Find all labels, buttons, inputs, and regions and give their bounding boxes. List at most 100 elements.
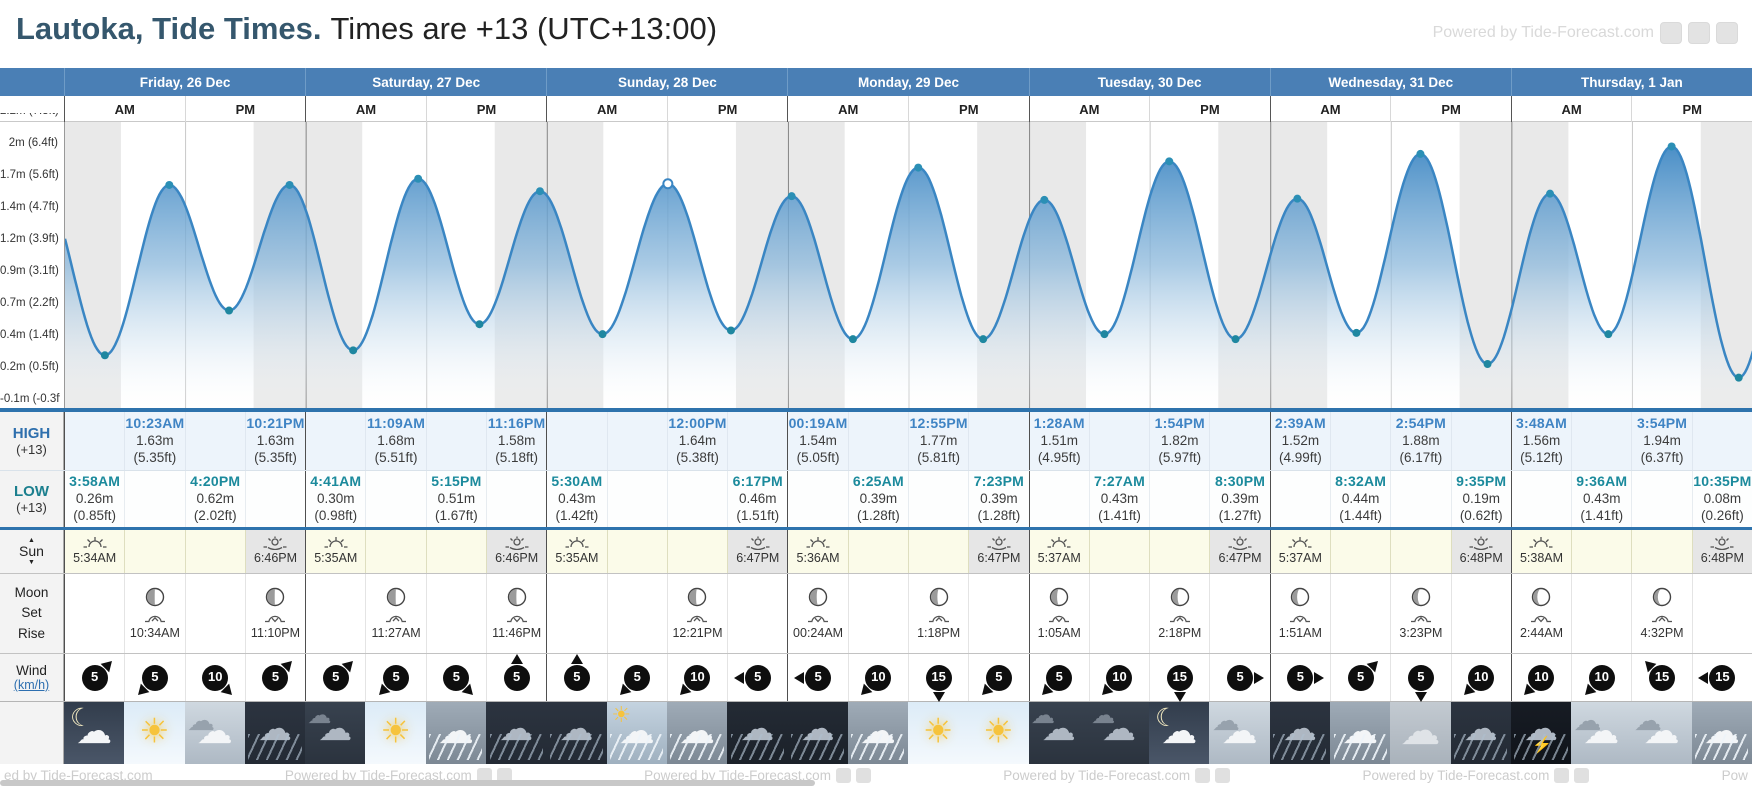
moon-phase-icon <box>928 586 950 608</box>
wind-direction-arrow <box>1254 671 1265 684</box>
low-tide-time: 4:41AM <box>310 473 362 490</box>
moonset-icon <box>1530 611 1552 623</box>
low-tide-cell <box>606 471 667 527</box>
moonrise-time: 2:18PM <box>1158 625 1202 640</box>
low-tide-height-ft: (1.28ft) <box>977 507 1021 523</box>
wind-unit-link[interactable]: (km/h) <box>13 678 50 692</box>
tide-marker-high <box>1546 189 1555 198</box>
powered-by-watermark: ed by Tide-Forecast.com <box>4 768 153 783</box>
moon-cell <box>305 574 365 653</box>
high-tide-height-m: 1.52m <box>1281 432 1320 448</box>
high-tide-cell: 2:39AM 1.52m (4.99ft) <box>1269 412 1330 470</box>
tide-marker-current <box>662 178 674 190</box>
wind-cell: 5 <box>64 654 124 701</box>
wind-direction-arrow <box>733 671 744 684</box>
axis-tick-label: 2m (6.4ft) <box>8 137 58 149</box>
sunset-icon <box>1710 536 1734 551</box>
axis-tick-label: 0.9m (3.1ft) <box>0 265 59 277</box>
moon-cell: 00:24AM <box>787 574 847 653</box>
cloud-dim-icon: ☁ <box>1101 710 1136 749</box>
wind-speed-badge: 5 <box>1287 664 1314 691</box>
wind-cell: 5 <box>244 654 305 701</box>
high-tide-height-m: 1.64m <box>678 432 717 448</box>
moon-cell: 1:18PM <box>908 574 968 653</box>
moon-phase-icon <box>1651 586 1673 608</box>
sunset-time: 6:46PM <box>253 551 298 566</box>
moon-cell: 2:18PM <box>1149 574 1209 653</box>
app-icon[interactable] <box>1716 22 1738 44</box>
weather-thumbnail-rain: ☁ <box>1691 702 1752 764</box>
moon-cell <box>727 574 787 653</box>
moonset-time: 2:44AM <box>1519 625 1564 640</box>
low-tide-cell <box>1269 471 1330 527</box>
moon-cell <box>425 574 486 653</box>
axis-tick-label: 1.7m (5.6ft) <box>0 169 59 181</box>
low-tide-height-m: 0.43m <box>1100 490 1139 506</box>
sunrise-time: 5:35AM <box>555 551 599 566</box>
tide-chart-svg <box>65 122 1752 410</box>
wind-row: Wind (km/h) 5 5 10 5 5 5 5 5 5 5 10 5 5 10 15 5 5 10 15 5 5 5… <box>0 653 1752 702</box>
high-tide-height-m: 1.56m <box>1522 432 1561 448</box>
wind-indicator: 5 <box>615 656 659 700</box>
weather-thumbnail-night-partly-cloudy: ☾ ☁ <box>1149 702 1210 764</box>
wind-direction-arrow <box>1698 671 1709 684</box>
share-icon[interactable] <box>1660 22 1682 44</box>
low-tide-cell: 6:25AM 0.39m (1.28ft) <box>847 471 908 527</box>
powered-by-header: Powered by Tide-Forecast.com <box>1433 22 1738 44</box>
ampm-label: AM <box>1028 96 1150 122</box>
horizontal-scrollbar-thumb[interactable] <box>0 780 815 786</box>
low-tide-cell: 7:27AM 0.43m (1.41ft) <box>1088 471 1149 527</box>
weather-thumbnail-night-cloudy: ☁ ☁ <box>305 702 366 764</box>
chart-bottom-divider <box>0 408 1752 412</box>
wind-direction-arrow <box>510 653 523 664</box>
high-tide-cell: 11:09AM 1.68m (5.51ft) <box>365 412 425 470</box>
sunset-arrow-icon: ▼ <box>28 559 35 567</box>
tide-marker-high <box>1165 157 1174 166</box>
wind-speed-badge: 5 <box>1347 664 1374 691</box>
moonset-icon <box>807 611 829 623</box>
tide-curve <box>65 145 1752 379</box>
watermark-badge-icon <box>1554 768 1570 783</box>
low-tide-row: LOW (+13) 3:58AM 0.26m (0.85ft) 4:20PM 0.62m… <box>0 470 1752 527</box>
moon-phase-icon <box>1289 586 1311 608</box>
high-tide-cell: 1:28AM 1.51m (4.95ft) <box>1028 412 1089 470</box>
high-row-label: HIGH (+13) <box>0 412 64 470</box>
cloud-dim-icon: ☁ <box>318 710 353 749</box>
moon-cell: 11:46PM <box>486 574 546 653</box>
low-tide-time: 5:30AM <box>551 473 603 490</box>
ampm-label: AM <box>787 96 908 122</box>
wind-speed-badge: 10 <box>865 664 892 691</box>
moonrise-time: 3:23PM <box>1399 625 1443 640</box>
weather-thumbnail-night-heavy-rain: ☁ <box>727 702 788 764</box>
sunrise-time: 5:36AM <box>796 551 840 566</box>
low-tide-height-m: 0.62m <box>196 490 234 506</box>
high-tide-height-m: 1.68m <box>377 432 415 448</box>
sun-empty-cell <box>124 530 184 573</box>
weather-thumbnail-cloudy: ☁ ☁ <box>1631 702 1692 764</box>
high-tide-height-ft: (6.17ft) <box>1399 449 1443 465</box>
sunset-cell: 6:47PM <box>727 530 788 573</box>
high-tide-height-m: 1.94m <box>1643 432 1681 448</box>
moonrise-icon <box>686 611 708 623</box>
link-icon[interactable] <box>1688 22 1710 44</box>
moon-rise-label: Rise <box>17 625 45 641</box>
high-tide-height-ft: (5.38ft) <box>676 449 719 465</box>
low-tide-height-m: 0.08m <box>1703 490 1742 506</box>
title-bar: Lautoka, Tide Times. Times are +13 (UTC+1… <box>0 0 1752 68</box>
wind-indicator: 10 <box>1519 656 1563 700</box>
low-tide-cell <box>908 471 968 527</box>
high-tide-height-ft: (5.81ft) <box>917 449 961 465</box>
high-tide-height-ft: (4.95ft) <box>1037 449 1081 465</box>
cloud-back-icon: ☁ <box>1573 704 1602 736</box>
sunrise-cell: 5:36AM <box>787 530 847 573</box>
cloud-dim2-icon: ☁ <box>307 702 332 730</box>
moon-cell <box>1450 574 1511 653</box>
tide-marker-high <box>1416 149 1425 158</box>
wind-indicator: 5 <box>1339 656 1383 700</box>
moon-row: Moon Set Rise 10:34AM 11:10PM 11:27AM 11:46… <box>0 574 1752 654</box>
ampm-label: PM <box>425 96 547 122</box>
tide-chart <box>64 122 1752 410</box>
weather-thumbnail-cloudy: ☁ ☁ <box>1571 702 1632 764</box>
high-tide-cell <box>727 412 787 470</box>
day-header: Thursday, 1 Jan <box>1510 68 1752 96</box>
